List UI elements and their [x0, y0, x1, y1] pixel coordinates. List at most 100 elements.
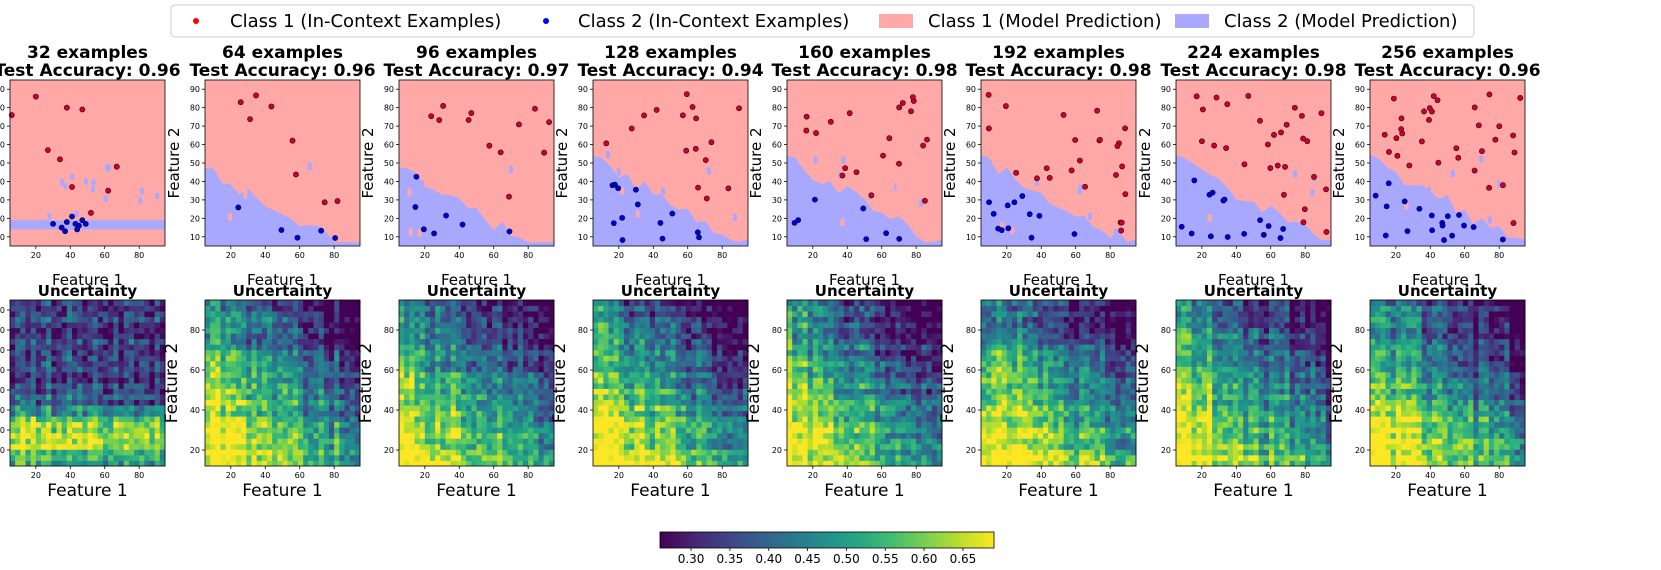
class2-point	[990, 210, 997, 217]
heatmap-cell	[471, 327, 477, 334]
heatmap-cell	[61, 371, 68, 378]
heatmap-cell	[742, 344, 749, 351]
heatmap-cell	[639, 388, 646, 395]
heatmap-cell	[869, 305, 876, 312]
heatmap-cell	[528, 383, 534, 389]
heatmap-cell	[246, 460, 252, 467]
heatmap-cell	[629, 460, 635, 467]
heatmap-cell	[15, 460, 21, 467]
heatmap-cell	[675, 383, 682, 389]
heatmap-cell	[675, 388, 682, 395]
heatmap-cell	[298, 322, 304, 329]
heatmap-cell	[246, 383, 252, 389]
heatmap-cell	[792, 432, 798, 439]
heatmap-cell	[675, 355, 682, 362]
class2-point	[278, 227, 285, 233]
heatmap-cell	[87, 460, 94, 467]
heatmap-cell	[277, 338, 283, 345]
heatmap-cell	[205, 305, 211, 312]
heatmap-cell	[282, 316, 289, 323]
heatmap-cell	[926, 449, 933, 456]
heatmap-cell	[854, 438, 860, 445]
heatmap-cell	[722, 349, 728, 356]
heatmap-cell	[97, 338, 104, 345]
heatmap-cell	[272, 355, 278, 362]
heatmap-cell	[354, 399, 361, 406]
heatmap-cell	[241, 316, 247, 323]
heatmap-cell	[128, 383, 135, 389]
heatmap-cell	[711, 327, 718, 334]
heatmap-cell	[807, 377, 814, 384]
heatmap-cell	[46, 416, 52, 423]
heatmap-cell	[450, 344, 457, 351]
heatmap-cell	[292, 355, 299, 362]
heatmap-cell	[251, 316, 258, 323]
heatmap-cell	[680, 405, 687, 412]
heatmap-cell	[25, 360, 32, 367]
heatmap-cell	[344, 305, 351, 312]
heatmap-cell	[618, 322, 625, 329]
heatmap-cell	[144, 366, 150, 373]
heatmap-cell	[471, 316, 477, 323]
heatmap-cell	[618, 316, 625, 323]
x-tick-label: 40	[454, 251, 464, 260]
heatmap-cell	[598, 416, 604, 423]
heatmap-cell	[843, 410, 850, 417]
heatmap-cell	[113, 410, 119, 417]
heatmap-cell	[205, 438, 211, 445]
heatmap-cell	[461, 311, 467, 317]
heatmap-cell	[292, 394, 299, 400]
heatmap-cell	[246, 338, 252, 345]
heatmap-cell	[680, 311, 687, 317]
heatmap-cell	[77, 405, 83, 412]
heatmap-cell	[916, 371, 922, 378]
heatmap-cell	[828, 366, 834, 373]
heatmap-cell	[512, 460, 519, 467]
heatmap-cell	[828, 421, 834, 428]
heatmap-cell	[843, 305, 850, 312]
heatmap-cell	[354, 427, 361, 434]
heatmap-cell	[61, 349, 68, 356]
heatmap-cell	[318, 410, 325, 417]
class1-point	[813, 130, 819, 136]
heatmap-cell	[261, 449, 268, 456]
heatmap-cell	[517, 394, 524, 400]
heatmap-cell	[926, 394, 933, 400]
x-tick-label: 40	[648, 251, 658, 260]
heatmap-cell	[711, 305, 718, 312]
heatmap-cell	[727, 405, 733, 412]
heatmap-cell	[10, 360, 16, 367]
heatmap-cell	[25, 383, 32, 389]
heatmap-cell	[313, 460, 320, 467]
heatmap-cell	[737, 360, 744, 367]
heatmap-cell	[859, 388, 865, 395]
legend-item-class2-prediction: Class 2 (Model Prediction)	[1175, 11, 1457, 32]
heatmap-cell	[354, 383, 361, 389]
heatmap-cell	[277, 432, 283, 439]
heatmap-cell	[205, 443, 211, 450]
heatmap-cell	[318, 416, 325, 423]
heatmap-cell	[686, 383, 692, 389]
heatmap-cell	[869, 327, 876, 334]
heatmap-cell	[113, 360, 119, 367]
heatmap-cell	[864, 360, 871, 367]
heatmap-cell	[639, 421, 646, 428]
heatmap-cell	[25, 460, 32, 467]
heatmap-cell	[72, 322, 78, 329]
heatmap-cell	[15, 454, 21, 461]
heatmap-cell	[512, 311, 519, 317]
heatmap-cell	[665, 399, 671, 406]
heatmap-cell	[502, 410, 508, 417]
heatmap-cell	[108, 388, 114, 395]
heatmap-cell	[205, 427, 211, 434]
heatmap-cell	[639, 438, 646, 445]
heatmap-cell	[103, 388, 109, 395]
heatmap-cell	[854, 410, 860, 417]
heatmap-cell	[849, 410, 855, 417]
heatmap-cell	[675, 300, 682, 306]
heatmap-cell	[890, 377, 896, 384]
heatmap-cell	[144, 443, 150, 450]
heatmap-cell	[15, 338, 21, 345]
heatmap-cell	[41, 327, 47, 334]
heatmap-cell	[665, 316, 671, 323]
